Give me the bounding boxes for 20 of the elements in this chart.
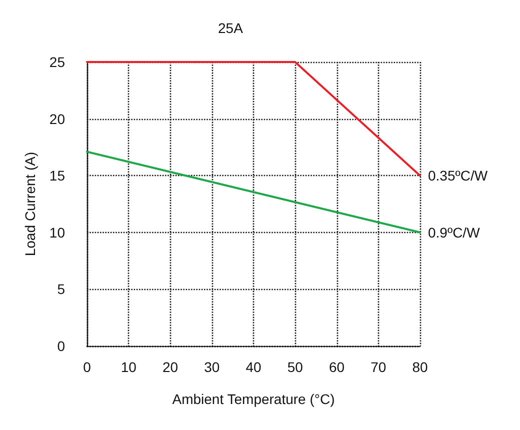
series-label: 0.35ºC/W <box>428 168 488 184</box>
y-tick-label: 25 <box>49 54 66 70</box>
y-axis-title: Load Current (A) <box>22 152 38 256</box>
x-tick-label: 20 <box>162 359 178 375</box>
y-tick-label: 5 <box>57 281 66 298</box>
x-tick-label: 60 <box>328 359 345 375</box>
y-tick-label: 10 <box>49 224 66 240</box>
series-label: 0.9ºC/W <box>428 224 481 240</box>
x-tick-label: 30 <box>204 359 220 375</box>
y-tick-label: 20 <box>49 110 66 127</box>
x-axis-title: Ambient Temperature (°C) <box>172 391 335 407</box>
x-tick-label: 70 <box>370 359 386 375</box>
x-tick-label: 10 <box>120 359 137 375</box>
x-tick-label: 80 <box>412 359 428 375</box>
x-tick-label: 40 <box>246 359 262 375</box>
x-tick-label: 50 <box>287 359 304 375</box>
y-tick-label: 0 <box>57 338 66 354</box>
y-tick-label: 15 <box>49 168 66 184</box>
x-tick-label: 0 <box>83 359 92 375</box>
chart-title: 25A <box>218 20 244 36</box>
